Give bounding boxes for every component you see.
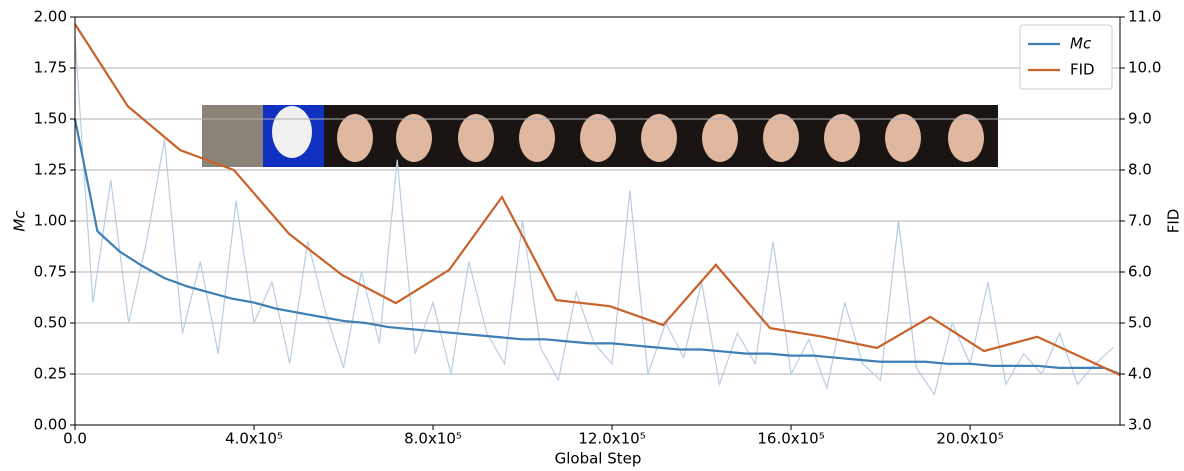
y-tick-label: 1.50 (34, 110, 67, 128)
y2-tick-label: 8.0 (1128, 161, 1152, 179)
legend-label: FID (1070, 61, 1095, 79)
y-tick-label: 1.00 (34, 212, 67, 230)
y2-tick-label: 10.0 (1128, 59, 1161, 77)
y2-tick-label: 6.0 (1128, 263, 1152, 281)
x-tick-label: 0.0 (63, 430, 87, 448)
y2-tick-label: 5.0 (1128, 314, 1152, 332)
y-tick-label: 1.25 (34, 161, 67, 179)
x-tick-label: 16.0x10⁵ (757, 430, 824, 448)
x-tick-label: 4.0x10⁵ (225, 430, 283, 448)
data-line (75, 37, 1113, 394)
y-tick-label: 0.00 (34, 416, 67, 434)
x-tick-label: 12.0x10⁵ (578, 430, 645, 448)
x-tick-label: 20.0x10⁵ (936, 430, 1003, 448)
y-tick-label: 0.75 (34, 263, 67, 281)
y-axis-label: Mc (11, 210, 29, 232)
legend-label: Mc (1070, 35, 1092, 53)
y2-tick-label: 9.0 (1128, 110, 1152, 128)
y-tick-label: 2.00 (34, 8, 67, 26)
y2-tick-label: 7.0 (1128, 212, 1152, 230)
y-tick-label: 0.25 (34, 365, 67, 383)
image-strip (202, 105, 998, 167)
chart: Global Step Mc FID 0.00 0.25 0.50 0.75 1.00 1… (0, 0, 1184, 467)
x-tick-label: 8.0x10⁵ (404, 430, 462, 448)
y-tick-label: 1.75 (34, 59, 67, 77)
data-line (75, 24, 1120, 375)
legend-box (1020, 25, 1112, 89)
y-tick-label: 0.50 (34, 314, 67, 332)
y2-tick-label: 11.0 (1128, 8, 1161, 26)
x-axis-label: Global Step (555, 450, 642, 468)
y2-axis-label: FID (1165, 209, 1183, 234)
y2-tick-label: 3.0 (1128, 416, 1152, 434)
y2-tick-label: 4.0 (1128, 365, 1152, 383)
